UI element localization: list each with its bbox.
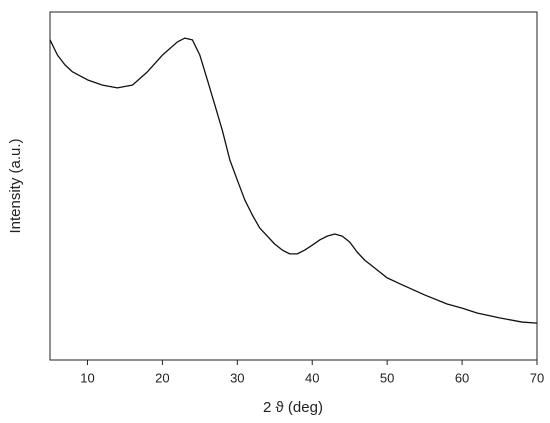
x-tick-label: 60 xyxy=(455,370,469,385)
x-tick-label: 40 xyxy=(305,370,319,385)
y-axis-title: Intensity (a.u.) xyxy=(7,138,24,233)
x-tick-label: 10 xyxy=(80,370,94,385)
x-axis-title: 2 ϑ (deg) xyxy=(263,399,323,416)
data-line xyxy=(49,37,538,324)
plot-frame xyxy=(49,11,538,361)
x-tick-label: 20 xyxy=(155,370,169,385)
x-tick-label: 30 xyxy=(230,370,244,385)
x-tick-label: 70 xyxy=(530,370,544,385)
x-tick-label: 50 xyxy=(380,370,394,385)
